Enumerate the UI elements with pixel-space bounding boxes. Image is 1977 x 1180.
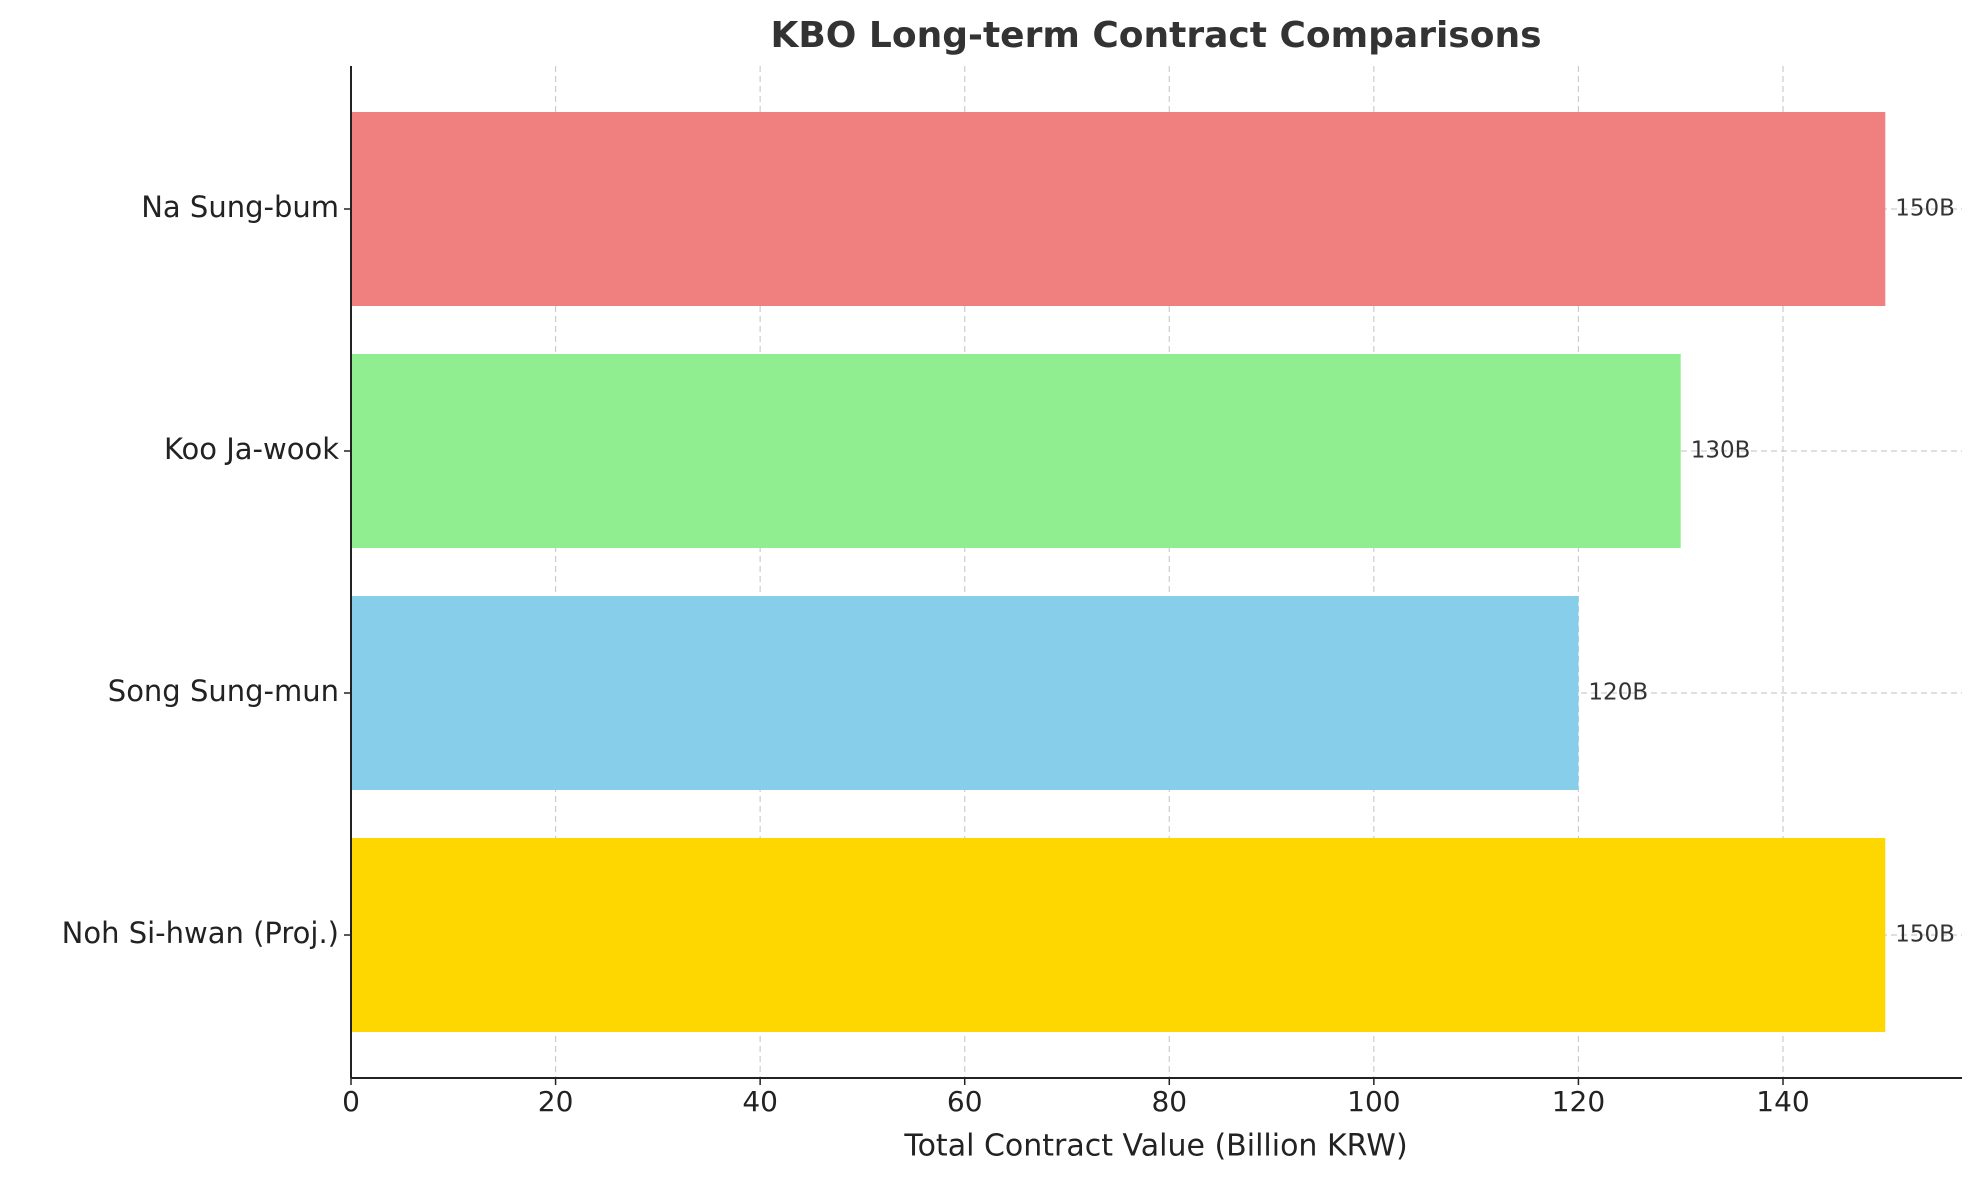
bar bbox=[351, 112, 1886, 306]
x-tick-label: 60 bbox=[947, 1085, 983, 1118]
bar bbox=[351, 596, 1579, 790]
value-label: 130B bbox=[1691, 438, 1751, 464]
x-tick-label: 40 bbox=[742, 1085, 778, 1118]
value-label: 150B bbox=[1895, 922, 1955, 948]
x-tick-label: 80 bbox=[1151, 1085, 1187, 1118]
bar bbox=[351, 354, 1681, 548]
bar bbox=[351, 838, 1886, 1032]
x-axis-label: Total Contract Value (Billion KRW) bbox=[903, 1129, 1407, 1164]
y-tick-label: Song Sung-mun bbox=[108, 674, 339, 708]
y-tick-label: Na Sung-bum bbox=[141, 190, 339, 224]
x-tick-label: 20 bbox=[538, 1085, 574, 1118]
value-label: 150B bbox=[1895, 196, 1955, 222]
x-tick-label: 0 bbox=[342, 1085, 360, 1118]
y-tick-label: Noh Si-hwan (Proj.) bbox=[62, 916, 339, 950]
x-tick-label: 140 bbox=[1756, 1085, 1809, 1118]
x-tick-label: 120 bbox=[1552, 1085, 1605, 1118]
chart-title: KBO Long-term Contract Comparisons bbox=[770, 15, 1541, 56]
x-tick-label: 100 bbox=[1347, 1085, 1400, 1118]
y-tick-label: Koo Ja-wook bbox=[164, 432, 339, 466]
value-label: 120B bbox=[1588, 680, 1648, 706]
